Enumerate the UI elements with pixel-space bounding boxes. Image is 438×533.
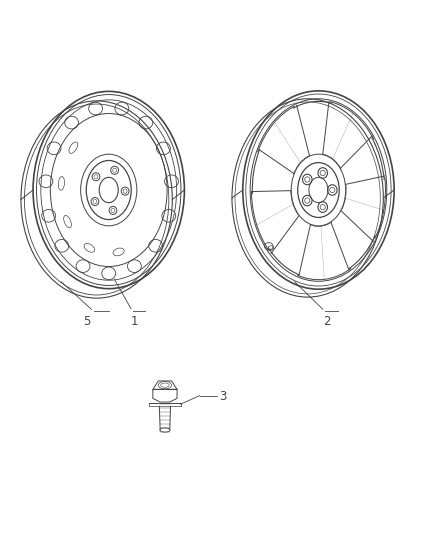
Text: 3: 3 xyxy=(219,390,226,403)
Text: 5: 5 xyxy=(83,315,91,328)
Text: 2: 2 xyxy=(323,315,331,328)
Text: 1: 1 xyxy=(131,315,138,328)
